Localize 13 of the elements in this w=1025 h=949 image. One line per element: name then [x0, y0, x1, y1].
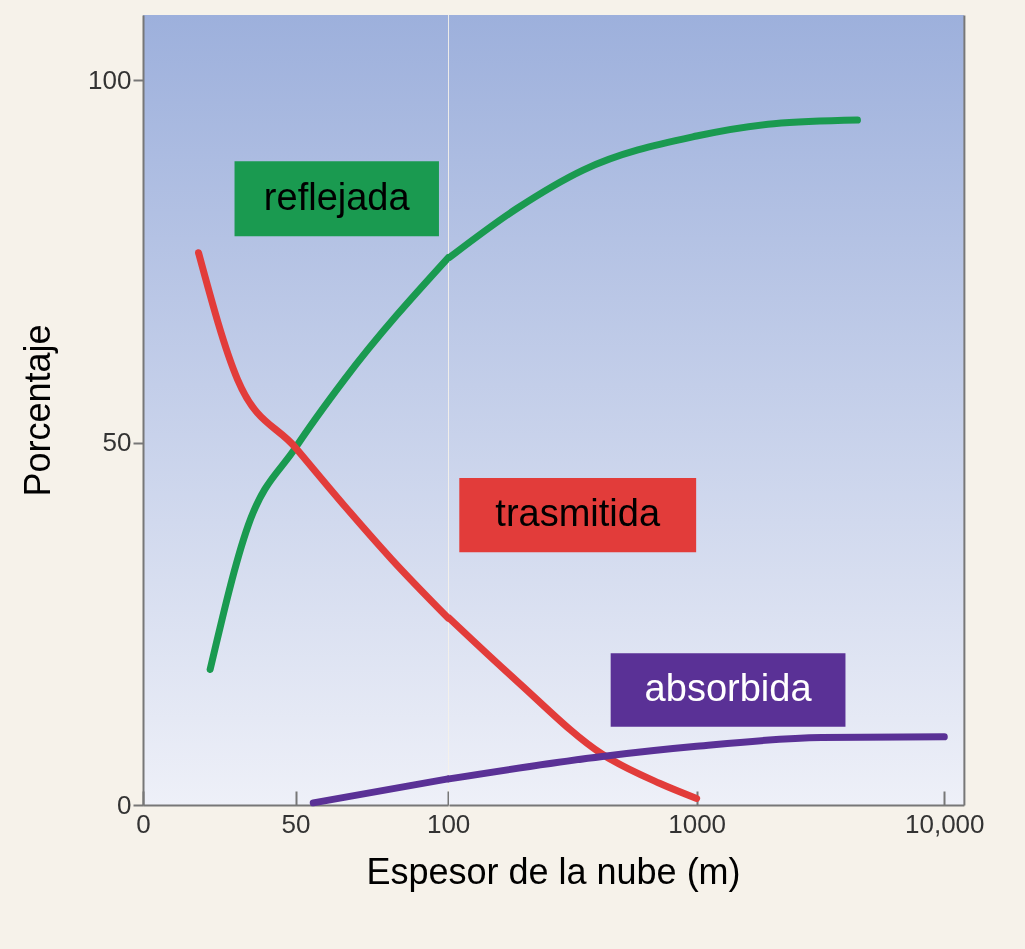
- text: trasmitida: [495, 492, 661, 535]
- x-tick-label: 50: [281, 808, 311, 839]
- y-tick-label: 50: [102, 427, 132, 458]
- x-tick-label: 100: [426, 808, 471, 839]
- series-label: absorbida: [644, 667, 813, 710]
- series-label: reflejada: [263, 175, 411, 218]
- y-tick-label: 0: [117, 789, 132, 820]
- y-axis-title: Porcentaje: [17, 324, 59, 497]
- x-axis-title: Espesor de la nube (m): [366, 850, 741, 892]
- y-tick-label: 100: [88, 64, 132, 95]
- x-tick-label: 10,000: [905, 808, 985, 839]
- x-tick-label: 1000: [668, 808, 727, 839]
- x-tick-label: 0: [136, 808, 151, 839]
